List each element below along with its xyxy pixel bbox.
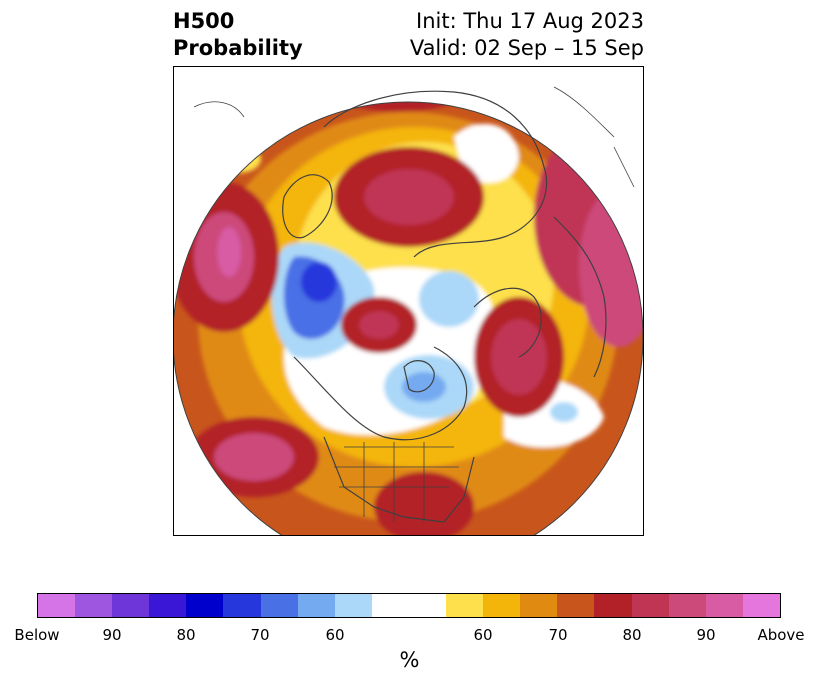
tick-label: Above bbox=[757, 626, 805, 644]
colorbar-segment bbox=[75, 594, 113, 617]
state-borders bbox=[334, 442, 459, 522]
tick-label: 90 bbox=[102, 626, 122, 644]
colorbar-segment bbox=[408, 594, 447, 617]
title-product: Probability bbox=[173, 36, 303, 60]
colorbar-segment bbox=[557, 594, 595, 617]
below-anomaly-arctic bbox=[419, 271, 479, 327]
coast-canada bbox=[293, 346, 468, 441]
tick-label: 70 bbox=[548, 626, 568, 644]
colorbar-segment bbox=[520, 594, 558, 617]
coast-europe bbox=[553, 216, 607, 378]
colorbar-segment bbox=[223, 594, 261, 617]
colorbar-ticks: Below 90 80 70 60 60 70 80 90 Above bbox=[0, 626, 819, 646]
colorbar-segment bbox=[297, 594, 335, 617]
map-panel bbox=[173, 66, 644, 536]
colorbar-segment bbox=[186, 594, 224, 617]
below-anomaly-canada-core bbox=[402, 372, 446, 402]
colorbar bbox=[37, 593, 781, 618]
coast-misc bbox=[193, 86, 635, 188]
colorbar-segment bbox=[38, 594, 76, 617]
coastlines bbox=[174, 86, 643, 535]
init-date: Init: Thu 17 Aug 2023 bbox=[416, 9, 644, 33]
tick-label: 60 bbox=[473, 626, 493, 644]
colorbar-segment bbox=[371, 594, 409, 617]
colorbar-segment bbox=[483, 594, 521, 617]
hemisphere-edge bbox=[174, 101, 643, 535]
map-title: H500 Probability bbox=[173, 8, 303, 62]
colorbar-segment bbox=[631, 594, 669, 617]
above-anomaly-pacific-peak bbox=[217, 227, 241, 277]
colorbar-segment bbox=[112, 594, 150, 617]
probability-field bbox=[174, 102, 643, 535]
colorbar-segment bbox=[594, 594, 632, 617]
title-variable: H500 bbox=[173, 9, 235, 33]
colorbar-unit: % bbox=[399, 648, 420, 672]
above-anomaly-siberia-core bbox=[364, 169, 454, 225]
tick-label: Below bbox=[14, 626, 60, 644]
map-dates: Init: Thu 17 Aug 2023 Valid: 02 Sep – 15… bbox=[410, 8, 644, 62]
valid-range: Valid: 02 Sep – 15 Sep bbox=[409, 36, 644, 60]
coast-hudson bbox=[403, 360, 435, 393]
probability-map bbox=[174, 86, 643, 535]
colorbar-segment bbox=[260, 594, 298, 617]
colorbar-segment bbox=[334, 594, 372, 617]
above-anomaly-pole-core bbox=[359, 311, 399, 339]
coast-greenland bbox=[473, 287, 542, 358]
coast-alaska bbox=[282, 174, 333, 239]
tick-label: 80 bbox=[176, 626, 196, 644]
tick-label: 60 bbox=[325, 626, 345, 644]
colorbar-segment bbox=[149, 594, 187, 617]
below-anomaly-atlantic bbox=[550, 402, 578, 422]
above-anomaly-sw-core bbox=[214, 433, 294, 481]
coast-eurasia bbox=[323, 90, 548, 258]
colorbar-segment bbox=[446, 594, 484, 617]
colorbar-segment bbox=[668, 594, 706, 617]
tick-label: 90 bbox=[696, 626, 716, 644]
colorbar-segment bbox=[705, 594, 743, 617]
colorbar-segment bbox=[742, 594, 780, 617]
tick-label: 70 bbox=[250, 626, 270, 644]
tick-label: 80 bbox=[622, 626, 642, 644]
below-anomaly-alaska-peak bbox=[301, 262, 337, 302]
